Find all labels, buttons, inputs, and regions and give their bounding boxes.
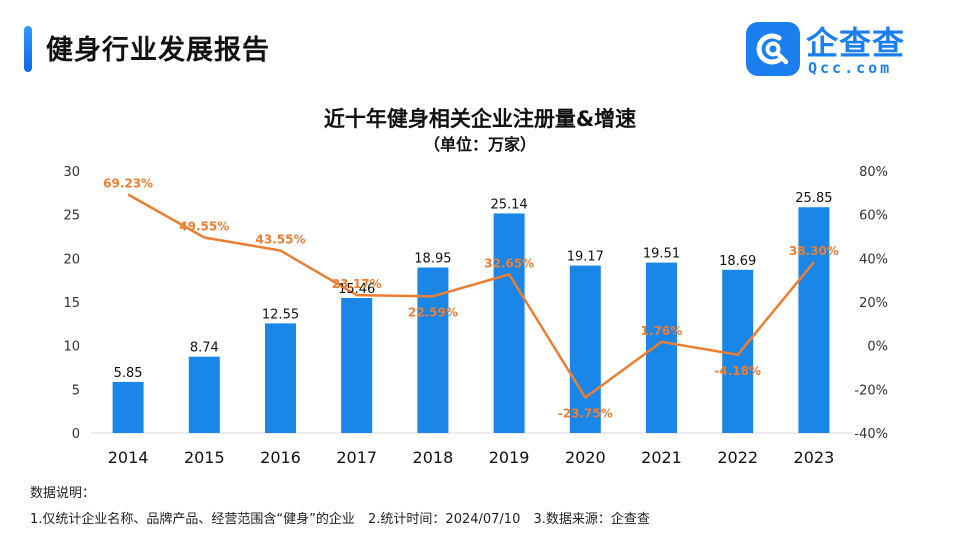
brand: 企查查 Qcc.com xyxy=(746,20,936,78)
growth-value-label: 43.55% xyxy=(256,233,306,247)
x-tick-label: 2015 xyxy=(184,448,225,467)
title-accent-bar xyxy=(24,26,32,72)
x-tick-label: 2018 xyxy=(413,448,454,467)
note-item: 1.仅统计企业名称、品牌产品、经营范围含“健身”的企业 xyxy=(30,512,355,527)
right-y-tick-label: 60% xyxy=(859,209,888,224)
bar xyxy=(569,265,601,433)
notes-items: 1.仅统计企业名称、品牌产品、经营范围含“健身”的企业 2.统计时间：2024/… xyxy=(30,508,659,527)
bar-value-label: 18.95 xyxy=(414,252,451,267)
bar xyxy=(112,381,144,433)
right-y-tick-label: -40% xyxy=(854,427,888,442)
left-y-tick-label: 5 xyxy=(72,383,80,398)
left-y-tick-label: 30 xyxy=(63,165,80,180)
notes-label: 数据说明： xyxy=(30,486,96,501)
bar-value-label: 19.51 xyxy=(643,247,680,262)
x-tick-label: 2022 xyxy=(717,448,758,467)
bar xyxy=(188,356,220,433)
growth-value-label: -4.18% xyxy=(714,364,761,378)
bar-value-label: 15.46 xyxy=(338,282,375,297)
bar xyxy=(265,323,296,433)
bar xyxy=(646,262,677,433)
x-tick-label: 2014 xyxy=(108,448,149,467)
x-tick-label: 2019 xyxy=(489,448,530,467)
x-tick-label: 2017 xyxy=(336,448,377,467)
bar-value-label: 19.17 xyxy=(567,250,604,265)
bar-value-label: 8.74 xyxy=(190,341,219,356)
left-y-tick-label: 10 xyxy=(63,340,80,355)
chart-title: 近十年健身相关企业注册量&增速 xyxy=(323,107,637,131)
note-item: 2.统计时间：2024/07/10 xyxy=(368,512,521,527)
bar xyxy=(341,297,373,433)
x-tick-label: 2020 xyxy=(565,448,606,467)
bar-value-label: 5.85 xyxy=(114,366,143,381)
growth-value-label: 23.17% xyxy=(332,277,382,291)
brand-name: 企查查 xyxy=(806,24,906,62)
right-y-tick-label: 40% xyxy=(859,252,888,267)
bar-value-label: 25.14 xyxy=(490,197,527,212)
growth-value-label: -23.75% xyxy=(558,407,613,421)
right-y-tick-label: 0% xyxy=(867,340,888,355)
note-item: 3.数据来源：企查查 xyxy=(533,512,650,527)
bar-value-label: 12.55 xyxy=(262,307,299,322)
brand-domain: Qcc.com xyxy=(808,59,893,77)
bar xyxy=(493,213,525,433)
right-y-tick-label: 80% xyxy=(859,165,888,180)
right-y-tick-label: -20% xyxy=(854,383,888,398)
growth-value-label: 69.23% xyxy=(103,177,153,191)
right-y-tick-label: 20% xyxy=(859,296,888,311)
growth-value-label: 38.30% xyxy=(789,244,839,258)
page-title: 健身行业发展报告 xyxy=(46,35,270,66)
chart-subtitle: （单位：万家） xyxy=(423,135,536,154)
x-tick-label: 2023 xyxy=(794,448,835,467)
registration-growth-chart: 0 5 10 15 20 25 30 -40% -20% 0% 20% 40% 60% 80% 2014 20… xyxy=(63,165,888,467)
bar xyxy=(798,207,830,433)
left-y-tick-label: 15 xyxy=(63,296,80,311)
x-tick-label: 2021 xyxy=(641,448,682,467)
bar xyxy=(722,269,754,433)
growth-value-label: 32.65% xyxy=(484,256,534,270)
bar-value-label: 25.85 xyxy=(795,191,832,206)
x-tick-label: 2016 xyxy=(260,448,301,467)
bar-value-label: 18.69 xyxy=(719,254,756,269)
growth-value-label: 49.55% xyxy=(179,219,229,233)
growth-value-label: 22.59% xyxy=(408,305,458,319)
left-y-tick-label: 20 xyxy=(63,252,80,267)
growth-line xyxy=(127,193,815,399)
left-y-tick-label: 0 xyxy=(72,427,80,442)
left-y-tick-label: 25 xyxy=(63,209,80,224)
growth-value-label: 1.76% xyxy=(641,324,683,338)
brand-logo-icon xyxy=(746,22,800,76)
